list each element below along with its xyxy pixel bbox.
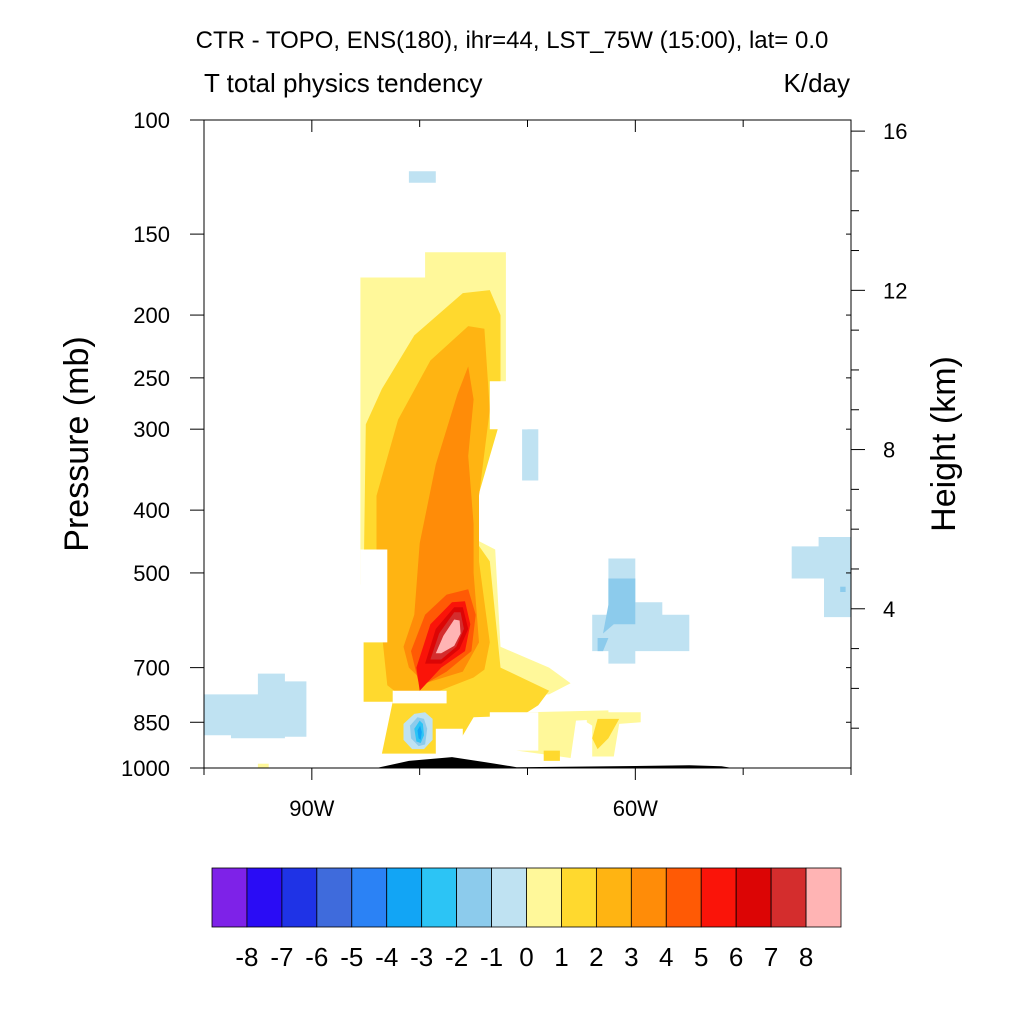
colorbar-label: -8: [235, 942, 258, 972]
contour-region-2: [257, 763, 269, 768]
missing-data-mask-0: [489, 381, 528, 430]
y-right-tick-label: 12: [883, 278, 907, 303]
colorbar-swatch-2: [281, 867, 318, 928]
colorbar-label: -3: [410, 942, 433, 972]
colorbar-label: 5: [694, 942, 708, 972]
missing-data-mask-1: [392, 690, 447, 704]
colorbar-label: 0: [519, 942, 533, 972]
contour-region-17: [592, 558, 690, 664]
y-tick-label: 400: [133, 498, 170, 523]
colorbar: -8 -7 -6 -5 -4 -3 -2 -1 0 1 2 3 4 5 6 7 8: [211, 867, 842, 972]
y-tick-label: 850: [133, 710, 170, 735]
x-tick-label: 60W: [613, 796, 658, 821]
contour-region-6: [543, 750, 560, 761]
colorbar-label: 3: [624, 942, 638, 972]
colorbar-label: 6: [729, 942, 743, 972]
colorbar-swatch-12: [630, 867, 667, 928]
contour-region-15: [408, 171, 436, 183]
y-tick-label: 200: [133, 303, 170, 328]
chart-subtitle-left: T total physics tendency: [204, 68, 482, 98]
y-tick-label: 250: [133, 366, 170, 391]
colorbar-label: -5: [340, 942, 363, 972]
x-tick-label: 90W: [289, 796, 334, 821]
colorbar-swatch-7: [456, 867, 492, 928]
y-tick-label: 700: [133, 656, 170, 681]
contour-region-18: [791, 537, 851, 618]
colorbar-label: 1: [554, 942, 568, 972]
y-tick-label: 100: [133, 108, 170, 133]
colorbar-swatch-16: [770, 867, 807, 928]
y-tick-label: 500: [133, 561, 170, 586]
colorbar-label: 8: [799, 942, 813, 972]
colorbar-label: 2: [589, 942, 603, 972]
missing-data-mask-2: [360, 549, 388, 643]
contour-region-14: [204, 673, 307, 739]
colorbar-label: -6: [305, 942, 328, 972]
y-axis-right-label: Height (km): [925, 356, 963, 532]
contour-region-22: [840, 586, 846, 592]
colorbar-swatch-17: [805, 867, 842, 928]
colorbar-swatch-14: [700, 867, 737, 928]
y-right-tick-label: 4: [883, 597, 895, 622]
colorbar-swatch-5: [386, 867, 423, 928]
colorbar-swatch-6: [421, 867, 458, 928]
colorbar-swatch-8: [491, 867, 527, 928]
terrain-silhouette: [376, 757, 733, 768]
chart-title: CTR - TOPO, ENS(180), ihr=44, LST_75W (1…: [196, 27, 829, 54]
colorbar-label: -4: [375, 942, 398, 972]
y-tick-label: 150: [133, 222, 170, 247]
colorbar-swatch-4: [351, 867, 388, 928]
colorbar-swatch-10: [561, 867, 597, 928]
y-axis-label: Pressure (mb): [58, 336, 96, 551]
plot-area: [203, 119, 852, 769]
colorbar-label: -7: [270, 942, 293, 972]
colorbar-swatch-1: [246, 867, 283, 928]
y-right-tick-label: 8: [883, 438, 895, 463]
colorbar-swatch-11: [595, 867, 632, 928]
contour-region-20: [603, 578, 636, 634]
contour-region-21: [597, 638, 609, 652]
colorbar-swatch-13: [665, 867, 702, 928]
contour-region-13: [435, 619, 461, 654]
y-tick-label: 300: [133, 417, 170, 442]
colorbar-label: -2: [445, 942, 468, 972]
colorbar-label: -1: [480, 942, 503, 972]
contour-region-25: [417, 725, 422, 740]
colorbar-swatch-15: [735, 867, 772, 928]
y-tick-label: 1000: [121, 756, 170, 781]
colorbar-swatch-9: [526, 867, 562, 928]
contour-region-16: [522, 429, 539, 481]
colorbar-swatch-3: [316, 867, 353, 928]
y-right-tick-label: 16: [883, 119, 907, 144]
chart-subtitle-right: K/day: [784, 68, 851, 98]
contour-region-5: [592, 718, 620, 750]
colorbar-label: 4: [659, 942, 673, 972]
colorbar-label: 7: [764, 942, 778, 972]
colorbar-swatch-0: [211, 867, 248, 928]
missing-data-mask-4: [489, 712, 539, 751]
